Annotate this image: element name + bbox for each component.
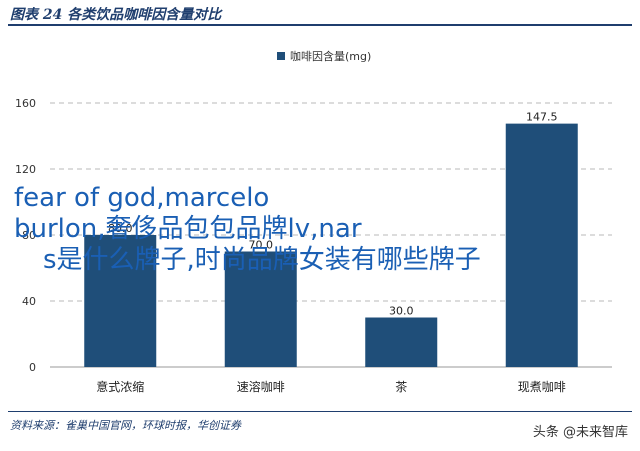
bar — [365, 317, 438, 367]
data-label: 80.0 — [108, 222, 133, 235]
bar — [505, 123, 578, 367]
x-tick-label: 现煮咖啡 — [518, 379, 566, 394]
label-layer: 0 40 80 120 160 80.0 意式浓缩 70.0 速溶咖啡 30.0 茶 147.5 现煮咖… — [15, 97, 566, 394]
legend-label: 咖啡因含量(mg) — [290, 49, 371, 63]
figure-title: 图表 24 各类饮品咖啡因含量对比 — [10, 7, 222, 23]
data-label: 30.0 — [389, 305, 414, 318]
data-label: 147.5 — [526, 111, 558, 124]
y-tick-label: 40 — [22, 295, 36, 308]
data-label: 70.0 — [249, 239, 274, 252]
bar-layer — [84, 123, 578, 367]
bar — [224, 251, 297, 367]
x-tick-label: 速溶咖啡 — [237, 379, 285, 394]
x-tick-label: 意式浓缩 — [96, 379, 144, 394]
overlay-line-3[interactable]: s是什么牌子,时尚品牌女装有哪些牌子 — [43, 245, 481, 275]
legend: 咖啡因含量(mg) — [277, 49, 371, 63]
overlay-line-2[interactable]: burlon,奢侈品包包品牌lv,nar — [14, 214, 362, 244]
y-tick-label: 160 — [15, 97, 36, 110]
overlay-line-1[interactable]: fear of god,marcelo — [14, 183, 270, 213]
overlay-headline[interactable]: fear of god,marcelo burlon,奢侈品包包品牌lv,nar… — [14, 183, 614, 276]
legend-swatch — [277, 52, 285, 60]
y-tick-label: 80 — [22, 229, 36, 242]
watermark: 头条 @未来智库 — [532, 425, 628, 440]
title-rule — [8, 24, 632, 26]
source-note: 资料来源：雀巢中国官网，环球时报，华创证券 — [10, 419, 241, 432]
y-tick-label: 120 — [15, 163, 36, 176]
bar-chart: 0 40 80 120 160 80.0 意式浓缩 70.0 速溶咖啡 30.0 茶 147.5 现煮咖… — [15, 49, 612, 394]
y-tick-label: 0 — [29, 361, 36, 374]
x-tick-label: 茶 — [395, 379, 407, 394]
source-rule — [8, 411, 632, 412]
bar — [84, 235, 157, 367]
